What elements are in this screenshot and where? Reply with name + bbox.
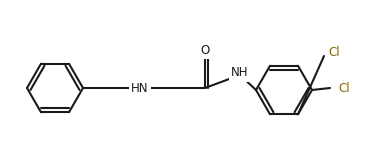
- Text: O: O: [200, 44, 209, 57]
- Text: Cl: Cl: [328, 45, 340, 58]
- Text: Cl: Cl: [338, 81, 350, 94]
- Text: NH: NH: [231, 66, 249, 80]
- Text: HN: HN: [131, 81, 149, 94]
